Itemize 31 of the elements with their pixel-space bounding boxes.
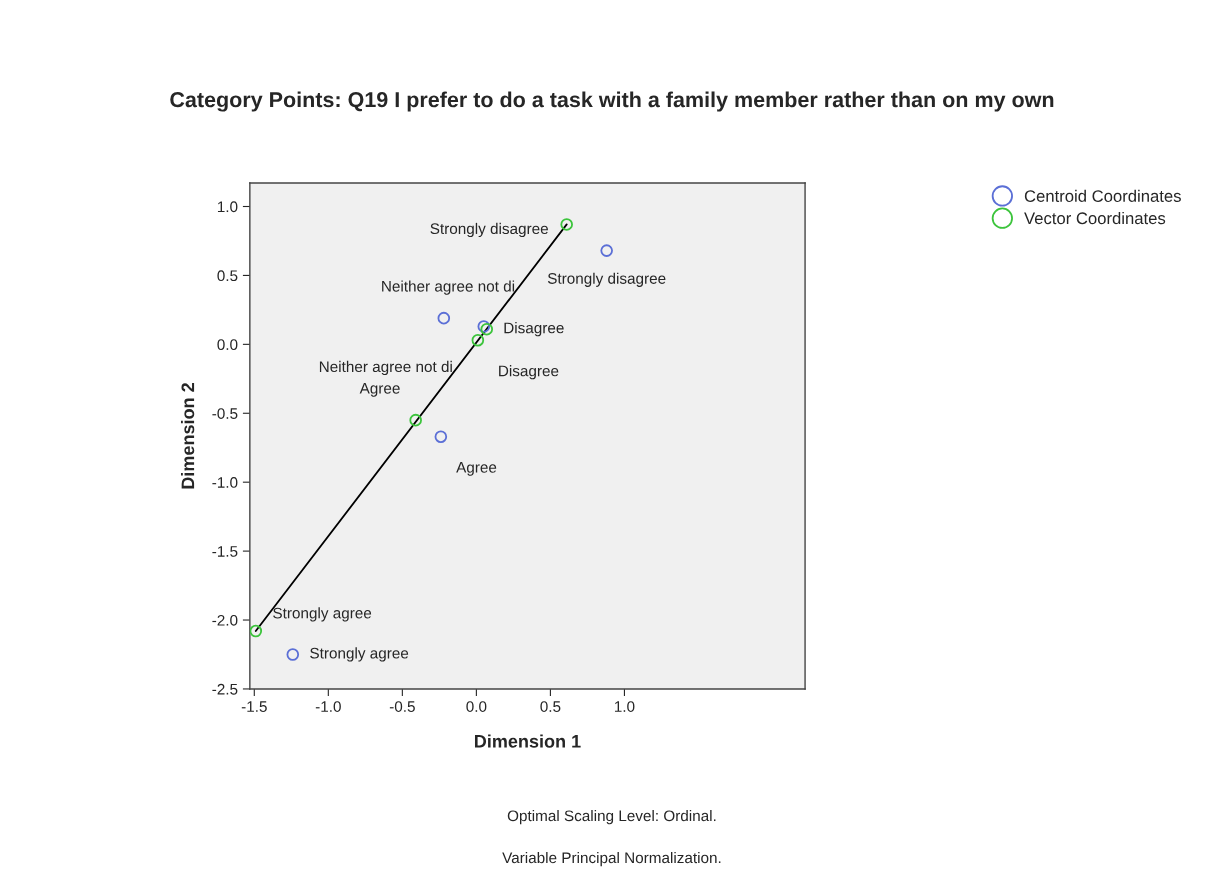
y-tick-label: -2.5 (212, 683, 238, 695)
annotation: Neither agree not di (319, 360, 452, 376)
y-tick-label: 0.5 (217, 270, 238, 282)
annotation: Strongly agree (310, 647, 409, 662)
legend-label: Centroid Coordinates (1024, 189, 1181, 202)
y-axis-title: Dimension 2 (181, 383, 195, 489)
y-tick-label: 0.0 (217, 339, 238, 351)
chart-title: Category Points: Q19 I prefer to do a task with a family member rather than on my own (170, 91, 1054, 112)
annotation: Disagree (499, 365, 559, 380)
x-tick-label: -1.0 (315, 701, 341, 712)
y-tick-label: -1.0 (212, 477, 238, 488)
x-tick-label: 0.0 (466, 701, 487, 712)
y-tick-label: -1.5 (212, 546, 238, 557)
x-axis-title: Dimension 1 (474, 734, 581, 748)
legend-label: Vector Coordinates (1024, 211, 1166, 225)
annotation: Disagree (504, 322, 564, 337)
annotation: Strongly disagree (547, 272, 666, 287)
annotation: Strongly agree (273, 607, 372, 622)
x-tick-label: -0.5 (389, 701, 415, 712)
annotation: Neither agree not di (382, 280, 515, 295)
text: Variable Principal Normalization. (502, 851, 721, 867)
x-tick-label: 0.5 (540, 701, 561, 712)
annotation: Agree (359, 383, 400, 397)
annotation: Agree (456, 462, 497, 476)
text: Optimal Scaling Level: Ordinal. (507, 809, 716, 825)
x-tick-label: 1.0 (614, 701, 635, 712)
y-tick-label: -0.5 (212, 408, 238, 419)
y-tick-label: -2.0 (212, 614, 238, 626)
annotation: Strongly disagree (430, 222, 548, 238)
x-tick-label: -1.5 (241, 701, 267, 712)
y-tick-label: 1.0 (217, 201, 238, 213)
